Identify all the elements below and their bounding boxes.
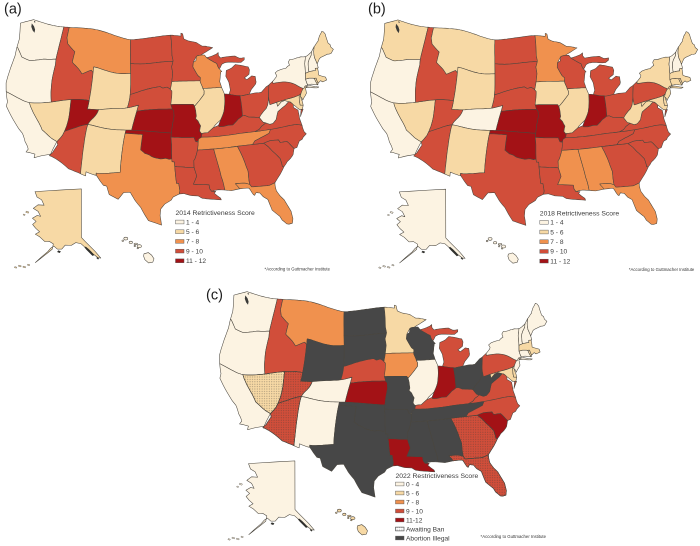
svg-text:11 - 12: 11 - 12: [550, 258, 570, 265]
svg-text:2014 Retrictiveness Score: 2014 Retrictiveness Score: [176, 210, 256, 217]
svg-text:*According to Guttmacher Insti: *According to Guttmacher Institute: [481, 534, 547, 539]
svg-text:9 - 10: 9 - 10: [186, 248, 203, 255]
svg-text:7 - 8: 7 - 8: [406, 499, 420, 506]
svg-text:*According to Guttmacher Insti: *According to Guttmacher Institute: [629, 267, 695, 272]
svg-text:5 - 6: 5 - 6: [406, 490, 420, 497]
svg-text:(c): (c): [206, 288, 223, 304]
svg-text:7 - 8: 7 - 8: [550, 239, 564, 246]
svg-text:Abortion Illegal: Abortion Illegal: [406, 535, 450, 542]
svg-text:1 - 4: 1 - 4: [186, 219, 200, 226]
svg-text:11 - 12: 11 - 12: [186, 258, 206, 265]
svg-text:(b): (b): [368, 2, 386, 18]
svg-text:0 - 4: 0 - 4: [406, 481, 420, 488]
svg-text:(a): (a): [4, 2, 22, 18]
svg-text:7 - 8: 7 - 8: [186, 239, 200, 246]
svg-text:Awaiting Ban: Awaiting Ban: [406, 526, 445, 533]
svg-text:9 - 10: 9 - 10: [406, 508, 423, 515]
svg-text:*According to Guttmacher Insti: *According to Guttmacher Institute: [265, 267, 331, 272]
svg-text:2018 Retrictiveness Score: 2018 Retrictiveness Score: [540, 210, 620, 217]
svg-text:11-12: 11-12: [406, 517, 423, 524]
svg-text:1 - 4: 1 - 4: [550, 220, 564, 227]
svg-text:5 - 6: 5 - 6: [186, 229, 200, 236]
svg-text:9 - 10: 9 - 10: [550, 249, 567, 256]
svg-text:2022 Restrictiveness Score: 2022 Restrictiveness Score: [396, 473, 479, 480]
svg-text:5 - 6: 5 - 6: [550, 229, 564, 236]
